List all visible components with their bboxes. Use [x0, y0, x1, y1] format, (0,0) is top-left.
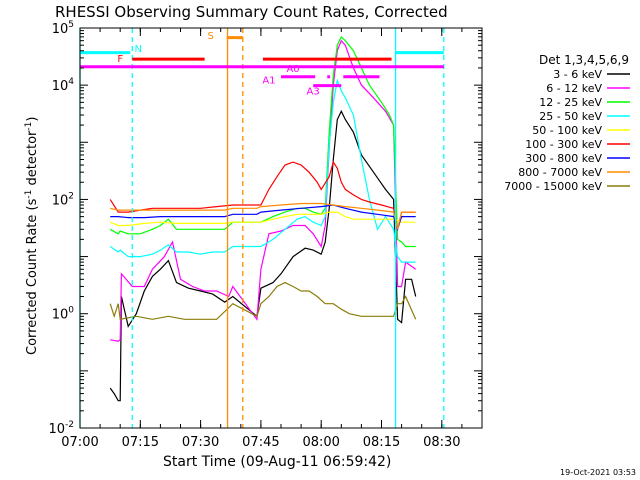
x-axis-label: Start Time (09-Aug-11 06:59:42): [163, 454, 391, 470]
marker-label-2: S: [207, 31, 213, 42]
series-line-0: [109, 109, 417, 402]
legend-label-8: 7000 - 15000 keV: [504, 180, 602, 193]
series-line-3: [109, 78, 416, 263]
x-tick-label-3: 07:45: [242, 435, 279, 450]
y-tick-label-0: 10-2: [48, 420, 74, 437]
x-tick-label-5: 08:15: [363, 435, 400, 450]
legend-label-4: 50 - 100 keV: [532, 124, 602, 137]
legend-label-5: 100 - 300 keV: [525, 138, 602, 151]
x-tick-label-0: 07:00: [61, 435, 98, 450]
legend-label-1: 6 - 12 keV: [546, 82, 602, 95]
observing-markers: N F S A0 A1 A3: [79, 28, 445, 428]
marker-label-0: N: [135, 44, 142, 55]
chart-title: RHESSI Observing Summary Count Rates, Co…: [55, 3, 448, 21]
marker-label-5: A3: [307, 87, 320, 98]
legend-title: Det 1,3,4,5,6,9: [539, 53, 629, 67]
y-tick-label-4: 105: [52, 20, 74, 37]
series-layer: [109, 35, 417, 402]
series-line-4: [109, 211, 416, 227]
series-line-5: [109, 160, 416, 230]
plot-frame: [79, 27, 483, 429]
marker-label-4: A1: [262, 76, 275, 87]
x-tick-label-6: 08:30: [423, 435, 460, 450]
series-line-2: [109, 35, 416, 248]
y-axis-label: Corrected Count Rate (s-1 detector-1): [24, 117, 40, 355]
y-tick-label-2: 102: [52, 191, 74, 208]
legend-label-0: 3 - 6 keV: [553, 68, 602, 81]
y-tick-label-1: 100: [52, 306, 75, 323]
x-tick-label-2: 07:30: [182, 435, 219, 450]
axis-ticks: 07:00 07:15 07:30 07:45 08:00 08:15 08:30 10-2 1…: [48, 20, 483, 450]
generation-timestamp: 19-Oct-2021 03:53: [560, 468, 636, 477]
marker-label-1: F: [117, 54, 123, 65]
legend-label-7: 800 - 7000 keV: [518, 166, 602, 179]
legend-label-3: 25 - 50 keV: [539, 110, 602, 123]
series-line-6: [110, 204, 416, 232]
series-line-7: [110, 202, 416, 230]
marker-label-3: A0: [286, 64, 299, 75]
series-line-8: [109, 281, 417, 321]
x-tick-label-1: 07:15: [122, 435, 159, 450]
x-tick-label-4: 08:00: [302, 435, 339, 450]
legend-label-2: 12 - 25 keV: [539, 96, 602, 109]
legend-label-6: 300 - 800 keV: [525, 152, 602, 165]
y-tick-label-3: 104: [52, 77, 75, 94]
